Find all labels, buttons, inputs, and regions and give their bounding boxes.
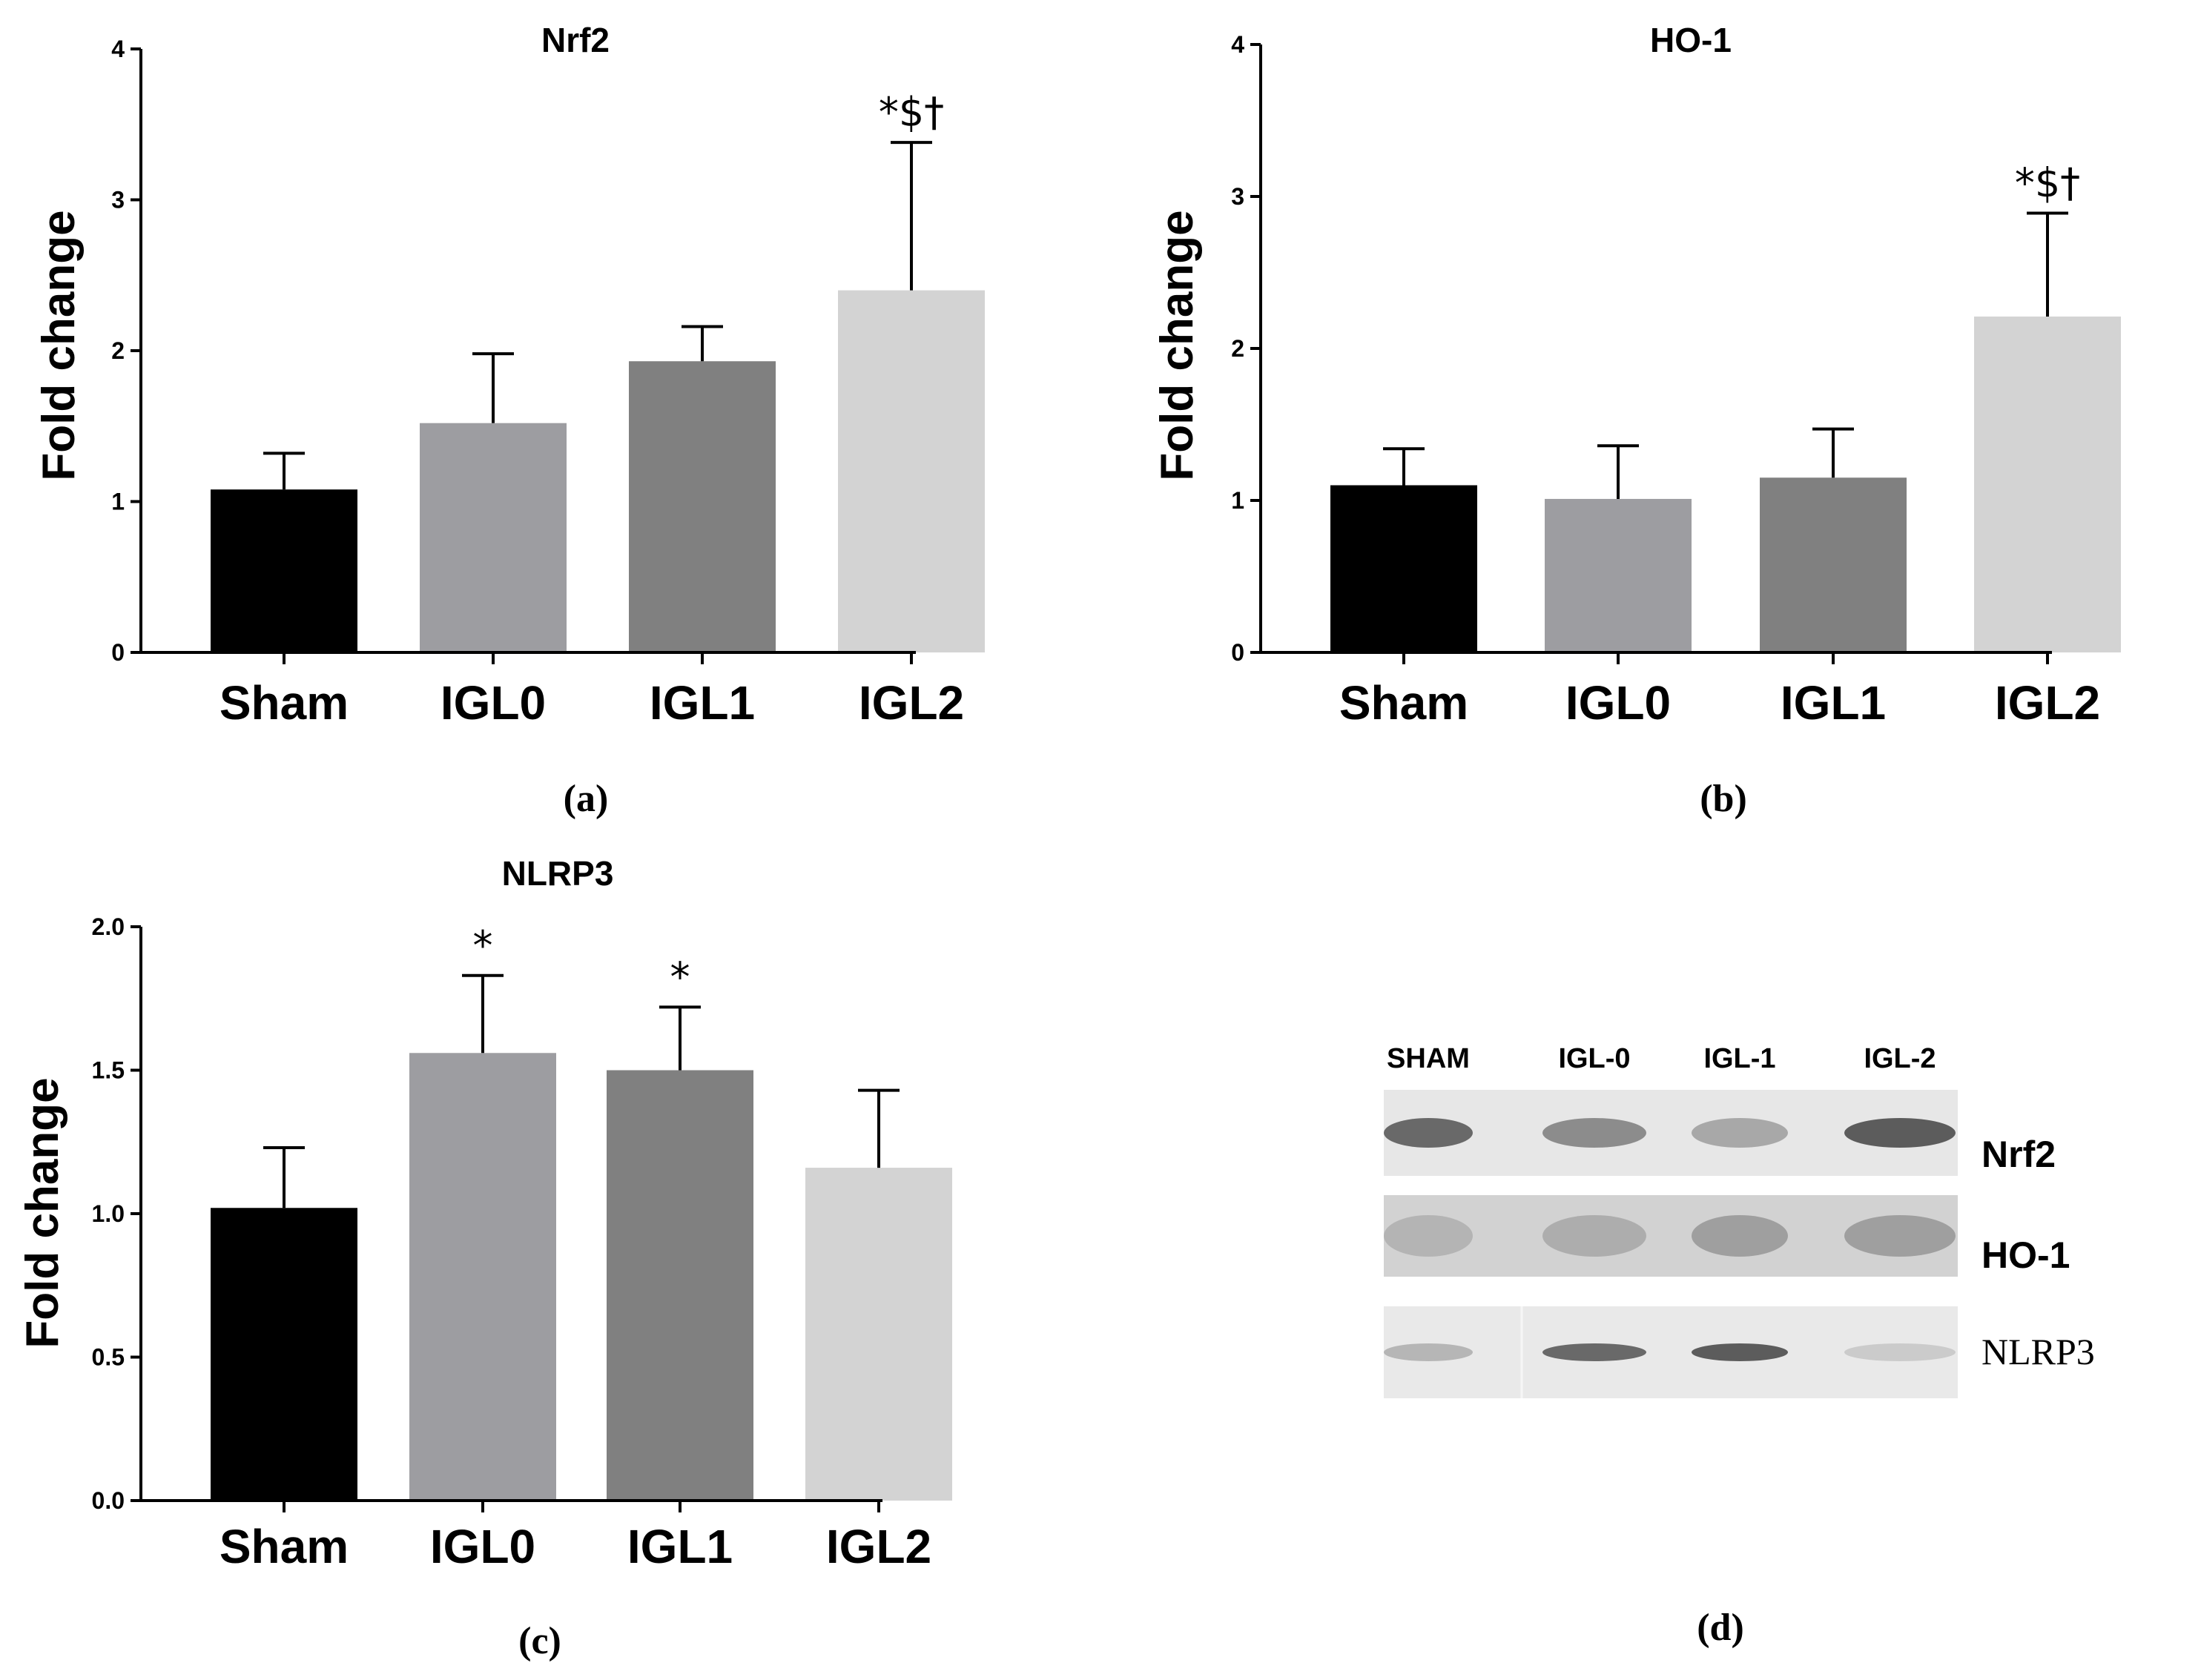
bar-igl0 [420, 423, 567, 652]
bar-igl2 [805, 1168, 952, 1501]
x-tick-label: IGL1 [627, 1520, 733, 1573]
x-tick-label: Sham [1339, 676, 1468, 730]
errorbar-group [1383, 211, 2068, 499]
blot-strip-nrf2 [1384, 1090, 1958, 1176]
chart-title: NLRP3 [502, 854, 614, 893]
blot-band [1384, 1215, 1473, 1257]
panel-label: (a) [564, 778, 609, 820]
blot-band [1844, 1343, 1956, 1361]
significance-marker: * [473, 922, 493, 969]
blot-protein-label: NLRP3 [1981, 1331, 2095, 1372]
bar-igl2 [1974, 316, 2121, 652]
x-ticks: Sham IGL0 IGL1 IGL2 [220, 652, 964, 730]
chart-nlrp3: NLRP3 Fold change 0.0 0.5 1.0 1.5 2.0 Sham IG… [17, 854, 952, 1662]
y-ticks: 0 1 2 3 4 [111, 36, 141, 666]
x-tick-label: IGL2 [826, 1520, 931, 1573]
bar-group [211, 290, 985, 652]
blot-strip-nlrp3 [1384, 1306, 1958, 1398]
blot-band [1542, 1118, 1646, 1148]
blot-lane-label: IGL-0 [1558, 1043, 1630, 1074]
blot-band [1692, 1118, 1788, 1148]
bar-igl1 [607, 1070, 753, 1501]
x-tick-label: IGL1 [1781, 676, 1886, 730]
significance-markers: *$† [2015, 160, 2080, 207]
y-tick-label: 0.5 [92, 1344, 125, 1371]
blot-lane-label: IGL-2 [1864, 1043, 1936, 1074]
y-tick-label: 0.0 [92, 1487, 125, 1514]
y-tick-label: 2 [1231, 335, 1244, 362]
blot-band [1692, 1215, 1788, 1257]
blot-lane-label: IGL-1 [1703, 1043, 1775, 1074]
bar-sham [1330, 485, 1477, 652]
y-tick-label: 0 [1231, 639, 1244, 666]
y-axis-label: Fold change [33, 210, 85, 480]
blot-band [1844, 1118, 1956, 1148]
blot-band [1384, 1118, 1473, 1148]
bar-igl1 [1760, 477, 1907, 652]
y-ticks: 0 1 2 3 4 [1231, 31, 1261, 666]
significance-markers: ** [473, 922, 690, 1001]
y-tick-label: 3 [1231, 183, 1244, 210]
y-tick-label: 0 [111, 639, 125, 666]
y-tick-label: 1 [111, 489, 125, 515]
y-tick-label: 4 [111, 36, 125, 62]
blot-lane-label: SHAM [1387, 1043, 1470, 1074]
y-axis-label: Fold change [17, 1077, 68, 1348]
bar-igl0 [409, 1053, 556, 1501]
panel-label: (b) [1700, 778, 1747, 820]
x-ticks: Sham IGL0 IGL1 IGL2 [220, 1501, 931, 1573]
bar-sham [211, 1208, 357, 1501]
western-blot: SHAM IGL-0 IGL-1 IGL-2 Nrf2 HO-1 NLRP3 (… [1384, 1043, 2095, 1649]
y-tick-label: 2.0 [92, 913, 125, 940]
bar-igl2 [838, 290, 985, 652]
y-ticks: 0.0 0.5 1.0 1.5 2.0 [92, 913, 141, 1514]
blot-protein-label: Nrf2 [1981, 1134, 2056, 1175]
blot-band [1692, 1343, 1788, 1361]
blot-protein-label: HO-1 [1981, 1234, 2070, 1276]
errorbar-group [263, 973, 900, 1208]
blot-band [1384, 1343, 1473, 1361]
y-tick-label: 1.0 [92, 1200, 125, 1227]
y-axis-label: Fold change [1152, 210, 1203, 480]
significance-marker: *$† [879, 89, 944, 136]
bar-group [211, 1053, 952, 1501]
bar-igl1 [629, 361, 776, 652]
x-tick-label: IGL1 [650, 676, 755, 730]
bar-igl0 [1545, 498, 1692, 652]
y-tick-label: 1 [1231, 487, 1244, 514]
bar-group [1330, 316, 2121, 652]
blot-strips [1384, 1090, 1958, 1398]
blot-band [1844, 1215, 1956, 1257]
y-tick-label: 4 [1231, 31, 1244, 58]
x-tick-label: IGL0 [430, 1520, 535, 1573]
x-tick-label: Sham [220, 1520, 349, 1573]
x-tick-label: IGL2 [1995, 676, 2100, 730]
panel-label: (d) [1697, 1607, 1744, 1649]
x-tick-label: Sham [220, 676, 349, 730]
x-ticks: Sham IGL0 IGL1 IGL2 [1339, 652, 2100, 730]
blot-strip-ho-1 [1384, 1195, 1958, 1277]
significance-markers: *$† [879, 89, 944, 136]
x-tick-label: IGL2 [859, 676, 964, 730]
panel-label: (c) [518, 1620, 561, 1662]
errorbar-group [263, 141, 932, 490]
chart-title: HO-1 [1650, 21, 1732, 59]
blot-band [1542, 1215, 1646, 1257]
x-tick-label: IGL0 [1565, 676, 1671, 730]
blot-band [1542, 1343, 1646, 1361]
bar-sham [211, 489, 357, 652]
y-tick-label: 3 [111, 187, 125, 214]
significance-marker: * [670, 953, 690, 1000]
y-tick-label: 2 [111, 337, 125, 364]
significance-marker: *$† [2015, 160, 2080, 207]
y-tick-label: 1.5 [92, 1057, 125, 1084]
x-tick-label: IGL0 [440, 676, 546, 730]
chart-title: Nrf2 [541, 21, 610, 59]
